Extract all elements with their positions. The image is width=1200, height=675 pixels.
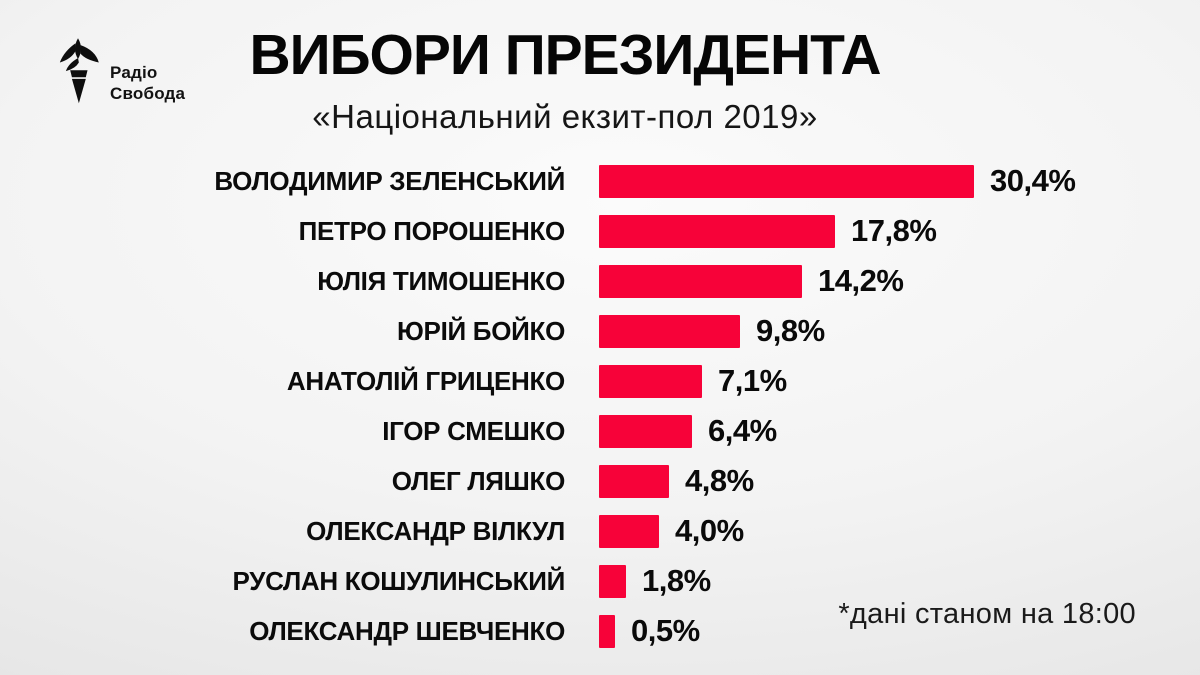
result-bar xyxy=(599,464,669,498)
data-timestamp-note: *дані станом на 18:00 xyxy=(838,598,1136,630)
chart-row: ІГОР СМЕШКО 6,4% xyxy=(0,406,1200,456)
chart-row: ПЕТРО ПОРОШЕНКО 17,8% xyxy=(0,206,1200,256)
candidate-name: ВОЛОДИМИР ЗЕЛЕНСЬКИЙ xyxy=(214,165,565,196)
result-bar xyxy=(599,264,802,298)
result-value: 0,5% xyxy=(631,613,700,648)
result-bar xyxy=(599,564,626,598)
result-bar xyxy=(599,314,740,348)
candidate-name: ІГОР СМЕШКО xyxy=(382,415,565,446)
header: ВИБОРИ ПРЕЗИДЕНТА «Національний екзит-по… xyxy=(0,22,1130,136)
candidate-name: РУСЛАН КОШУЛИНСЬКИЙ xyxy=(232,565,566,596)
result-bar xyxy=(599,414,692,448)
result-value: 14,2% xyxy=(818,263,904,298)
chart-row: ЮЛІЯ ТИМОШЕНКО 14,2% xyxy=(0,256,1200,306)
brand-logo: Радіо Свобода xyxy=(52,36,185,108)
result-value: 17,8% xyxy=(851,213,937,248)
brand-name-line2: Свобода xyxy=(110,84,186,103)
candidate-name: ОЛЕГ ЛЯШКО xyxy=(391,465,566,496)
page-title: ВИБОРИ ПРЕЗИДЕНТА xyxy=(249,23,881,87)
result-value: 30,4% xyxy=(990,163,1076,198)
result-value: 4,8% xyxy=(685,463,754,498)
result-bar xyxy=(599,164,974,198)
result-bar xyxy=(599,214,835,248)
chart-row: РУСЛАН КОШУЛИНСЬКИЙ 1,8% xyxy=(0,556,1200,606)
candidate-name: ОЛЕКСАНДР ШЕВЧЕНКО xyxy=(249,615,565,646)
exit-poll-bar-chart: ВОЛОДИМИР ЗЕЛЕНСЬКИЙ 30,4% ПЕТРО ПОРОШЕНКО… xyxy=(0,156,1200,656)
candidate-name: ПЕТРО ПОРОШЕНКО xyxy=(298,215,566,246)
result-value: 9,8% xyxy=(756,313,825,348)
result-value: 4,0% xyxy=(675,513,744,548)
torch-icon xyxy=(59,38,99,104)
brand-name: Радіо Свобода xyxy=(110,62,185,105)
result-bar xyxy=(599,364,702,398)
result-value: 6,4% xyxy=(708,413,777,448)
brand-name-line1: Радіо xyxy=(110,62,158,82)
candidate-name: ОЛЕКСАНДР ВІЛКУЛ xyxy=(306,515,565,546)
result-bar xyxy=(599,614,615,648)
result-value: 7,1% xyxy=(718,363,787,398)
page-subtitle: «Національний екзит-пол 2019» xyxy=(312,98,818,135)
candidate-name: ЮРІЙ БОЙКО xyxy=(397,315,565,346)
chart-row: ОЛЕГ ЛЯШКО 4,8% xyxy=(0,456,1200,506)
chart-row: АНАТОЛІЙ ГРИЦЕНКО 7,1% xyxy=(0,356,1200,406)
candidate-name: АНАТОЛІЙ ГРИЦЕНКО xyxy=(286,365,565,396)
chart-row: ОЛЕКСАНДР ВІЛКУЛ 4,0% xyxy=(0,506,1200,556)
result-value: 1,8% xyxy=(642,563,711,598)
candidate-name: ЮЛІЯ ТИМОШЕНКО xyxy=(317,265,565,296)
chart-row: ЮРІЙ БОЙКО 9,8% xyxy=(0,306,1200,356)
result-bar xyxy=(599,514,659,548)
chart-row: ОЛЕКСАНДР ШЕВЧЕНКО 0,5% xyxy=(0,606,1200,656)
chart-row: ВОЛОДИМИР ЗЕЛЕНСЬКИЙ 30,4% xyxy=(0,156,1200,206)
